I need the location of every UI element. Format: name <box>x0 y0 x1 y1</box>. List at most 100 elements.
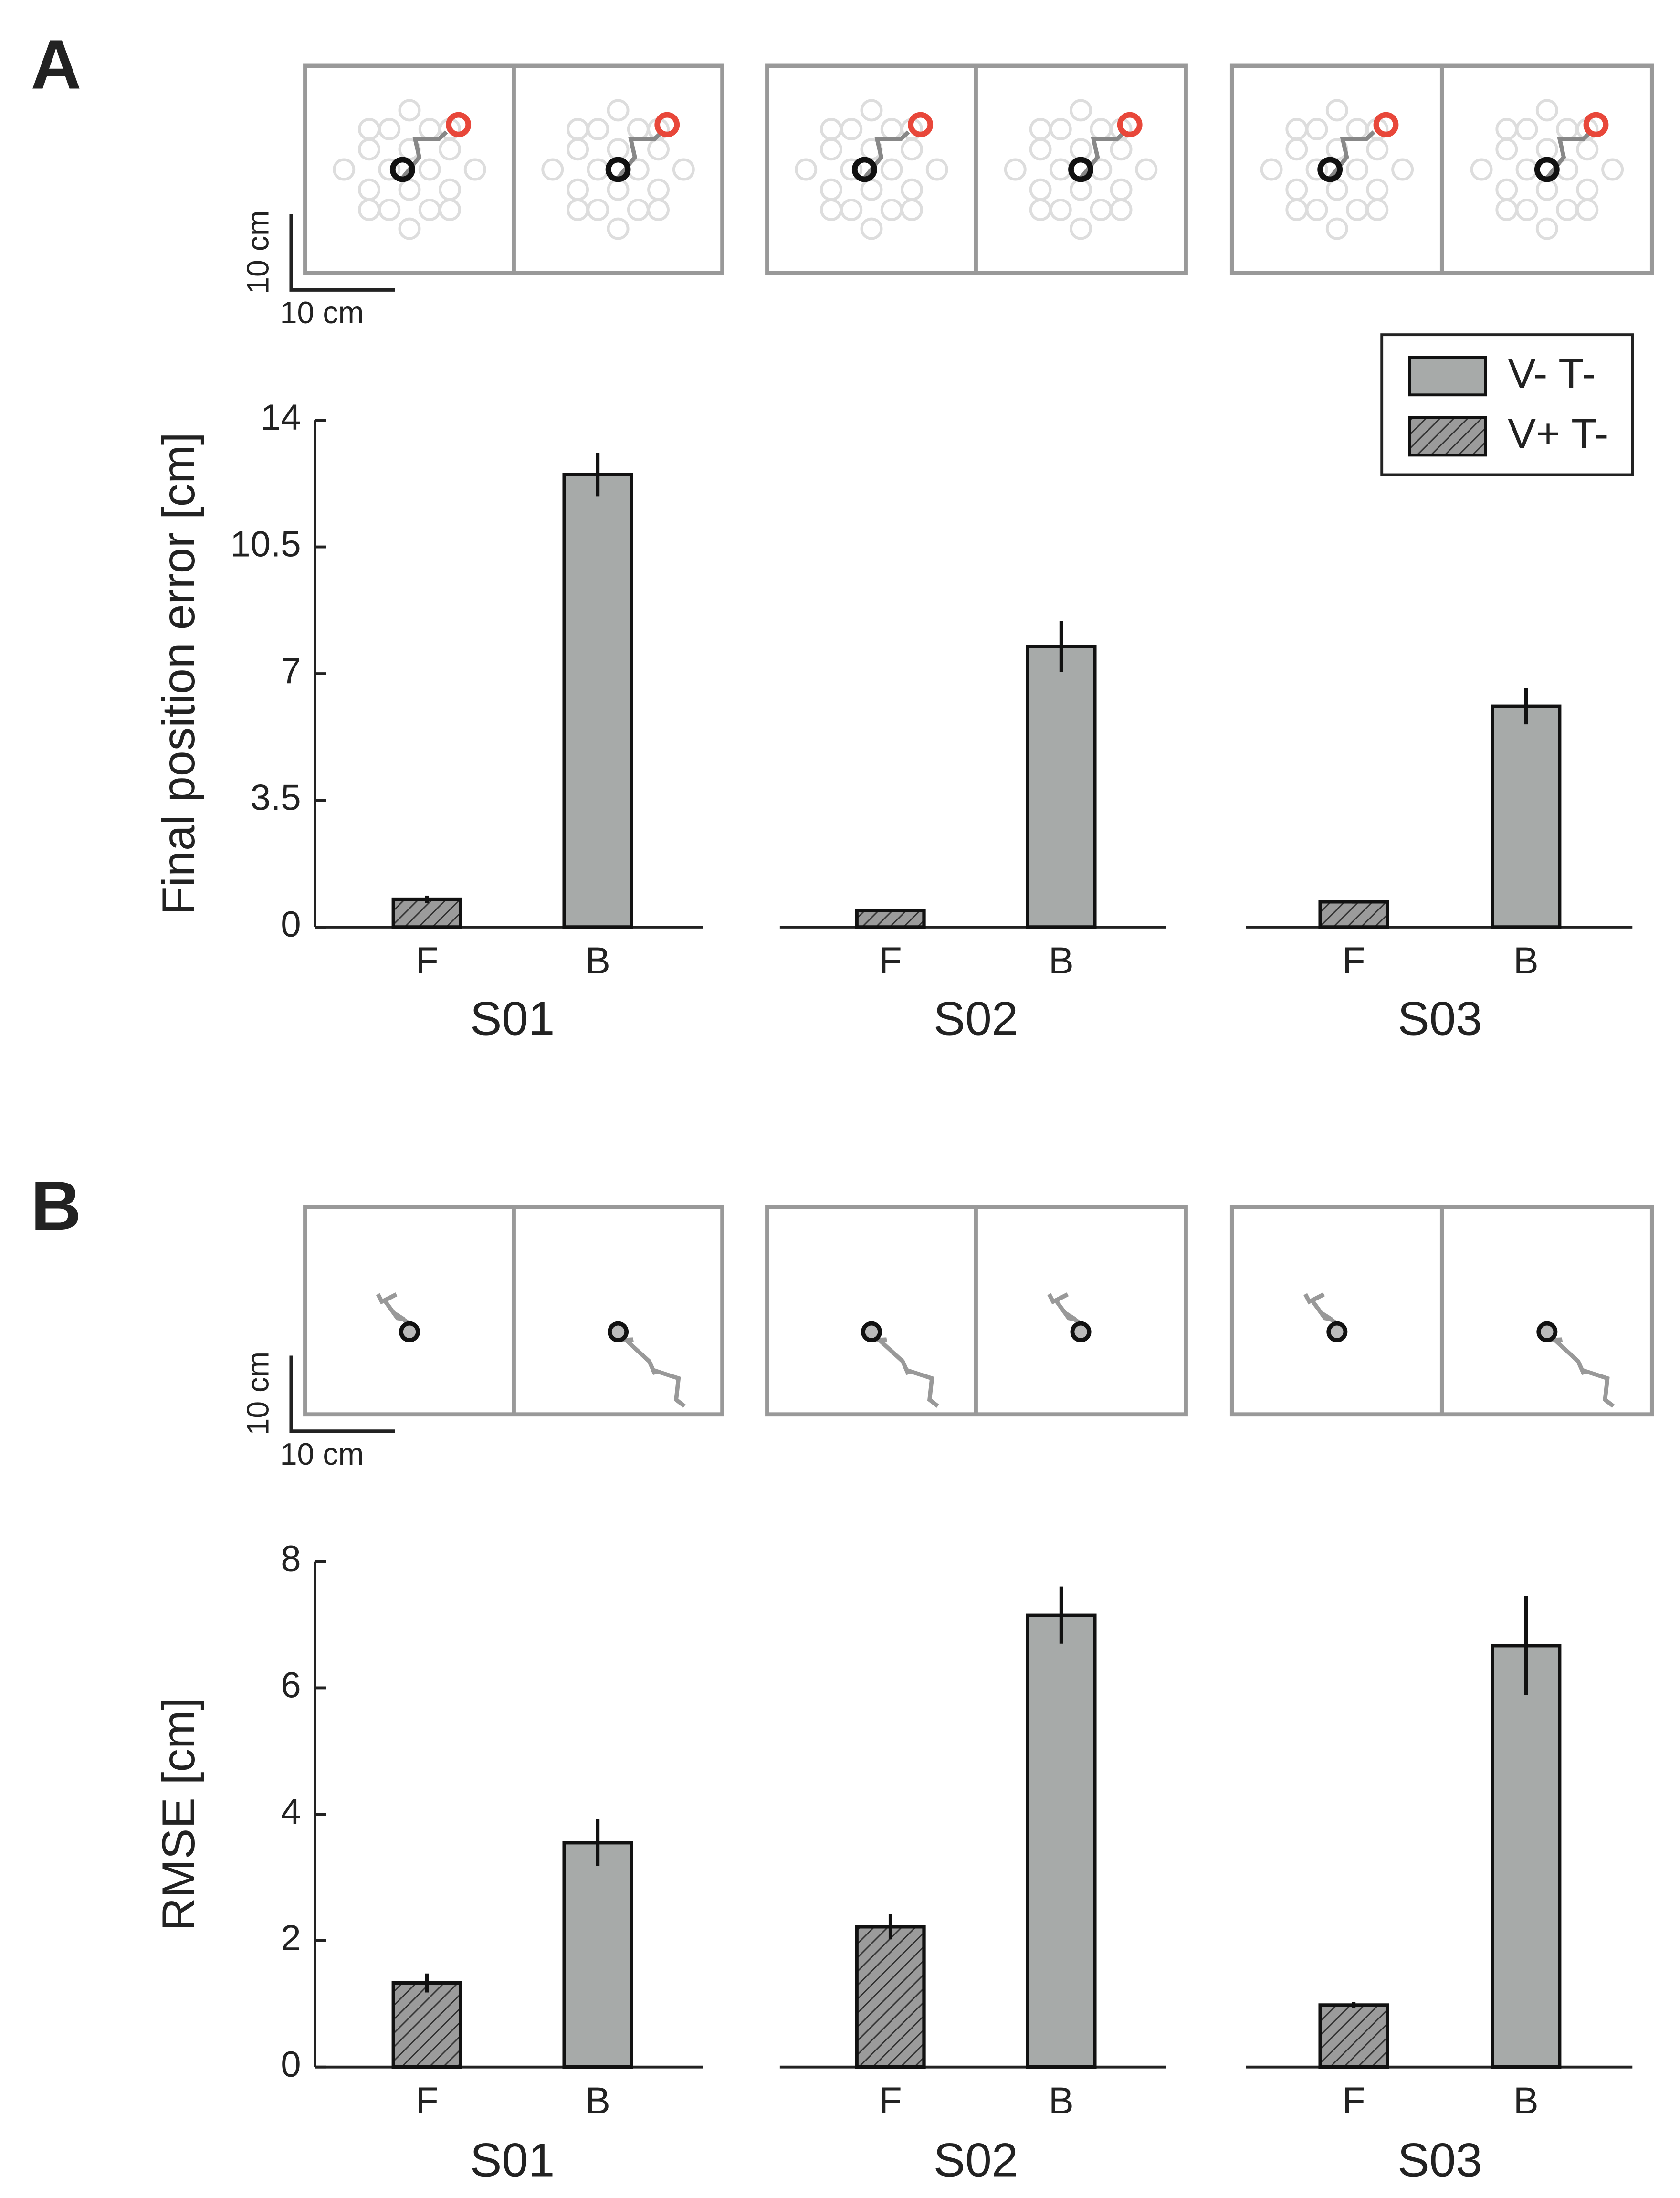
target-dot <box>820 118 842 140</box>
target-dot <box>587 118 609 140</box>
bar <box>855 909 926 929</box>
target-dot <box>567 118 589 140</box>
target-dot <box>1325 99 1348 122</box>
start-marker <box>389 157 415 182</box>
y-axis-label: Final position error [cm] <box>152 432 204 915</box>
target-dot <box>880 158 903 181</box>
target-dot <box>463 158 486 181</box>
target-dot <box>647 138 670 161</box>
target-dot <box>1556 118 1579 140</box>
y-tick-label: 6 <box>281 1665 301 1706</box>
y-axis-label: RMSE [cm] <box>152 1698 204 1931</box>
target-dot <box>1556 199 1579 221</box>
target-marker <box>1583 112 1609 137</box>
target-dot <box>795 158 818 181</box>
x-tick-label: F <box>879 2079 902 2122</box>
target-dot <box>1090 118 1113 140</box>
target-dot <box>1535 178 1558 201</box>
bar <box>391 897 462 929</box>
target-dot <box>398 178 421 201</box>
target-dot <box>880 199 903 221</box>
target-dot <box>1325 217 1348 240</box>
target-dot <box>1285 199 1308 221</box>
target-dot <box>1495 118 1518 140</box>
trajectory <box>1303 1292 1342 1341</box>
target-dot <box>1515 118 1538 140</box>
target-dot <box>398 217 421 240</box>
x-tick-label: B <box>585 939 610 982</box>
target-dot <box>1576 178 1599 201</box>
x-tick-label: F <box>879 939 902 982</box>
x-tick-label: F <box>1342 2079 1365 2122</box>
bar <box>562 1841 633 2069</box>
y-tick-label: 2 <box>281 1918 301 1958</box>
start-marker <box>1068 157 1093 182</box>
target-dot <box>901 199 923 221</box>
target-marker <box>608 1321 629 1342</box>
target-dot <box>587 199 609 221</box>
target-marker <box>1070 1321 1092 1342</box>
group-label: S03 <box>1397 2134 1482 2187</box>
target-dot <box>333 158 356 181</box>
target-dot <box>1070 138 1092 161</box>
target-marker <box>446 112 472 137</box>
target-dot <box>1535 99 1558 122</box>
target-marker <box>861 1321 882 1342</box>
target-dot <box>1535 138 1558 161</box>
y-tick-label: 0 <box>281 904 301 945</box>
target-dot <box>647 178 670 201</box>
target-dot <box>1135 158 1158 181</box>
scale-bar-x-label: 10 cm <box>280 296 364 330</box>
target-dot <box>358 118 380 140</box>
target-dot <box>358 138 380 161</box>
target-dot <box>1305 118 1328 140</box>
target-dot <box>1495 199 1518 221</box>
target-dot <box>860 217 883 240</box>
target-dot <box>1535 217 1558 240</box>
scale-bar-y-label: 10 cm <box>241 1352 275 1436</box>
target-marker <box>1117 112 1143 137</box>
target-dot <box>1029 138 1052 161</box>
target-dot <box>607 99 630 122</box>
target-dot <box>1285 138 1308 161</box>
bar <box>391 1981 462 2069</box>
target-dot <box>1285 178 1308 201</box>
target-dot <box>925 158 948 181</box>
bar <box>1491 704 1562 929</box>
target-dot <box>1070 178 1092 201</box>
target-dot <box>1004 158 1027 181</box>
target-dot <box>1029 178 1052 201</box>
target-dot <box>627 199 650 221</box>
target-dot <box>607 217 630 240</box>
scale-bar <box>289 214 395 292</box>
target-dot <box>840 118 863 140</box>
target-dot <box>1515 158 1538 181</box>
target-dot <box>587 158 609 181</box>
target-dot <box>418 199 441 221</box>
bar <box>1026 1613 1097 2069</box>
target-dot <box>1391 158 1414 181</box>
group-label: S02 <box>934 993 1018 1046</box>
target-marker <box>1536 1321 1558 1342</box>
y-tick-label: 7 <box>281 651 301 691</box>
start-marker <box>605 157 631 182</box>
target-marker <box>654 112 680 137</box>
target-dot <box>567 138 589 161</box>
target-marker <box>908 112 934 137</box>
target-dot <box>901 138 923 161</box>
target-dot <box>418 118 441 140</box>
target-dot <box>439 178 461 201</box>
x-tick-label: F <box>1342 939 1365 982</box>
target-dot <box>1110 138 1133 161</box>
target-dot <box>358 199 380 221</box>
target-dot <box>1110 199 1133 221</box>
target-dot <box>672 158 695 181</box>
target-dot <box>1305 199 1328 221</box>
y-tick-label: 10.5 <box>230 524 301 565</box>
target-dot <box>1029 118 1052 140</box>
target-dot <box>1260 158 1283 181</box>
trajectory <box>871 1337 939 1408</box>
target-dot <box>1049 158 1072 181</box>
start-marker <box>1317 157 1343 182</box>
group-label: S01 <box>470 2134 555 2187</box>
